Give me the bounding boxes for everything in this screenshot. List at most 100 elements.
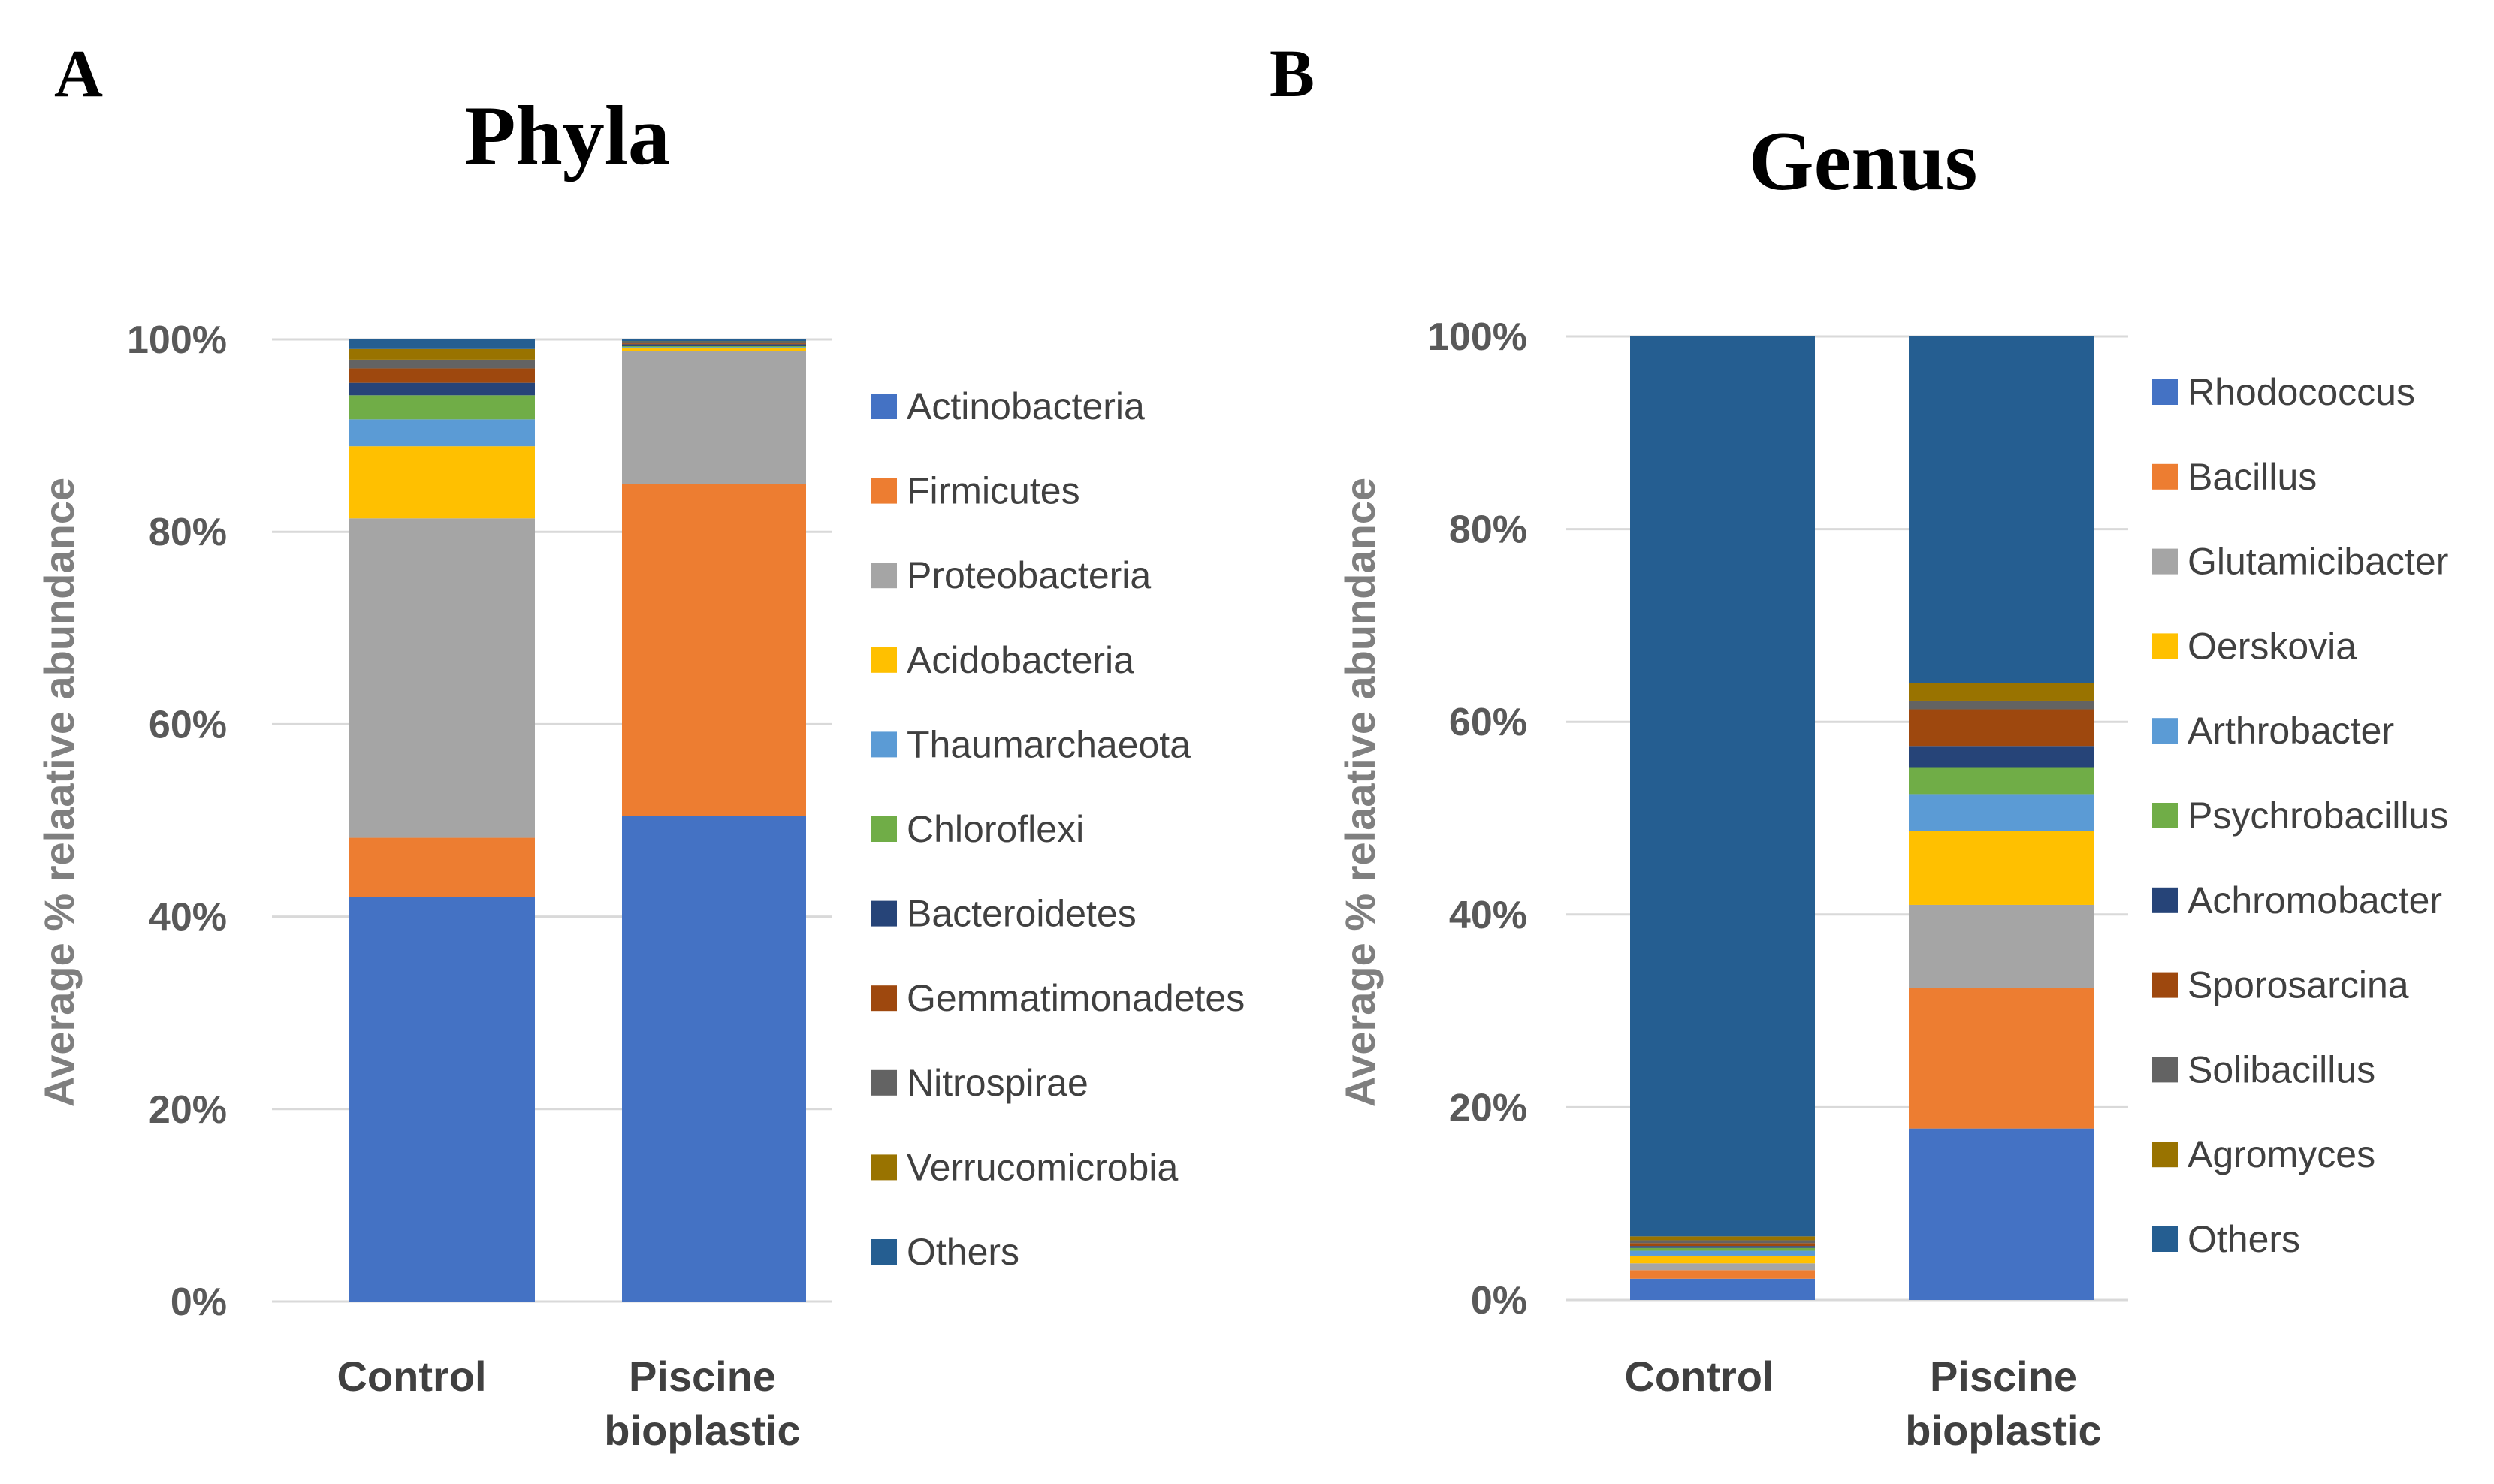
bar-segment xyxy=(1909,831,2094,905)
bar-segment xyxy=(1909,904,2094,988)
bar-segment xyxy=(1909,988,2094,1129)
legend-label: Others xyxy=(907,1231,1019,1273)
y-tick-label: 20% xyxy=(1449,1086,1527,1130)
legend-label: Others xyxy=(2188,1218,2300,1260)
x-category-label-line: Piscine xyxy=(629,1353,776,1400)
bar-segment xyxy=(349,518,535,838)
bar-segment xyxy=(1630,1236,1815,1241)
panel-letter-b: B xyxy=(1270,37,1315,111)
legend-label: Sporosarcina xyxy=(2188,964,2409,1006)
bar-segment xyxy=(1909,336,2094,683)
x-category-label-line: Piscine xyxy=(1930,1353,2077,1400)
legend-label: Verrucomicrobia xyxy=(907,1146,1178,1188)
legend-swatch xyxy=(871,394,897,419)
bar-segment xyxy=(1909,1128,2094,1300)
legend-swatch xyxy=(871,563,897,589)
y-tick-label: 40% xyxy=(149,896,227,940)
y-tick-label: 40% xyxy=(1449,894,1527,937)
legend-swatch xyxy=(871,985,897,1012)
bar-segment xyxy=(1630,1240,1815,1244)
x-category-label: Control xyxy=(337,1353,486,1400)
bar-segment xyxy=(349,339,535,349)
bar-segment xyxy=(1630,1263,1815,1271)
legend-label: Gemmatimonadetes xyxy=(907,977,1245,1019)
legend-swatch xyxy=(871,731,897,758)
legend-label: Oerskovia xyxy=(2188,625,2357,667)
legend-label: Rhodococcus xyxy=(2188,371,2415,413)
bar-segment xyxy=(1909,709,2094,747)
x-category-label: Piscine bioplastic xyxy=(604,1353,800,1454)
bar-segment xyxy=(622,484,806,816)
legend-label: Proteobacteria xyxy=(907,554,1151,596)
bar-segment xyxy=(622,348,806,351)
y-tick-label: 80% xyxy=(149,511,227,554)
x-category-label-line: Control xyxy=(1624,1353,1774,1400)
bar-segment xyxy=(349,382,535,396)
legend-label: Thaumarchaeota xyxy=(907,723,1191,765)
legend-swatch xyxy=(871,816,897,842)
bar-segment xyxy=(349,446,535,519)
bar-segment xyxy=(349,419,535,447)
bar-segment xyxy=(349,359,535,369)
y-tick-label: 0% xyxy=(171,1280,227,1324)
legend-swatch xyxy=(2152,379,2178,405)
y-tick-label: 60% xyxy=(149,703,227,747)
bar-segment xyxy=(622,345,806,348)
legend-swatch xyxy=(2152,718,2178,744)
legend-swatch xyxy=(2152,1226,2178,1252)
y-tick-label: 20% xyxy=(149,1088,227,1132)
legend-label: Bacteroidetes xyxy=(907,893,1137,935)
chart-phyla: 0% 20% 40% 60% 80% 100% Control Piscine bioplast… xyxy=(35,318,1245,1454)
bar-segment xyxy=(349,368,535,383)
y-tick-label: 60% xyxy=(1449,701,1527,744)
legend-swatch xyxy=(2152,1142,2178,1168)
bar-segment xyxy=(1630,1270,1815,1279)
bar-segment xyxy=(349,395,535,420)
bar-segment xyxy=(1909,683,2094,701)
legend-label: Acidobacteria xyxy=(907,639,1134,681)
bar-segment xyxy=(349,897,535,1302)
legend-label: Glutamicibacter xyxy=(2188,541,2448,583)
legend-label: Agromyces xyxy=(2188,1133,2375,1175)
legend-label: Achromobacter xyxy=(2188,879,2442,921)
chart-title-phyla: Phyla xyxy=(464,89,670,182)
legend-swatch xyxy=(871,1069,897,1096)
bar-segment xyxy=(622,351,806,484)
legend-swatch xyxy=(2152,1057,2178,1083)
legend-swatch xyxy=(2152,463,2178,490)
legend-label: Actinobacteria xyxy=(907,385,1145,427)
x-category-label: Control xyxy=(1624,1353,1774,1400)
bar-segment xyxy=(1630,1247,1815,1251)
bar-segment xyxy=(349,348,535,360)
legend-label: Firmicutes xyxy=(907,470,1080,512)
legend-swatch xyxy=(2152,633,2178,659)
bar-segment xyxy=(1909,767,2094,795)
bar-segment xyxy=(1909,700,2094,710)
legend-label: Arthrobacter xyxy=(2188,710,2394,752)
panel-letter-a: A xyxy=(54,37,103,111)
bar-segment xyxy=(1630,1255,1815,1264)
legend-label: Solibacillus xyxy=(2188,1048,2375,1090)
bar-segment xyxy=(1630,1246,1815,1248)
legend-label: Psychrobacillus xyxy=(2188,795,2448,837)
legend-swatch xyxy=(2152,972,2178,998)
bar-segment xyxy=(622,344,806,346)
bar-segment xyxy=(1630,1278,1815,1300)
x-category-label-line: bioplastic xyxy=(1905,1407,2101,1454)
y-tick-label: 100% xyxy=(127,318,227,362)
legend-swatch xyxy=(2152,887,2178,913)
bar-segment xyxy=(622,339,806,342)
legend-swatch xyxy=(871,900,897,927)
legend-swatch xyxy=(871,1239,897,1265)
bar-segment xyxy=(1909,794,2094,831)
y-axis-label: Average % relaative abundance xyxy=(35,478,83,1107)
legend-label: Nitrospirae xyxy=(907,1062,1088,1104)
bar-segment xyxy=(1630,1243,1815,1247)
legend-swatch xyxy=(871,647,897,673)
bar-segment xyxy=(1630,336,1815,1237)
x-category-label-line: Control xyxy=(337,1353,486,1400)
legend-label: Bacillus xyxy=(2188,456,2317,498)
bar-segment xyxy=(1909,746,2094,768)
bar-segment xyxy=(622,347,806,348)
